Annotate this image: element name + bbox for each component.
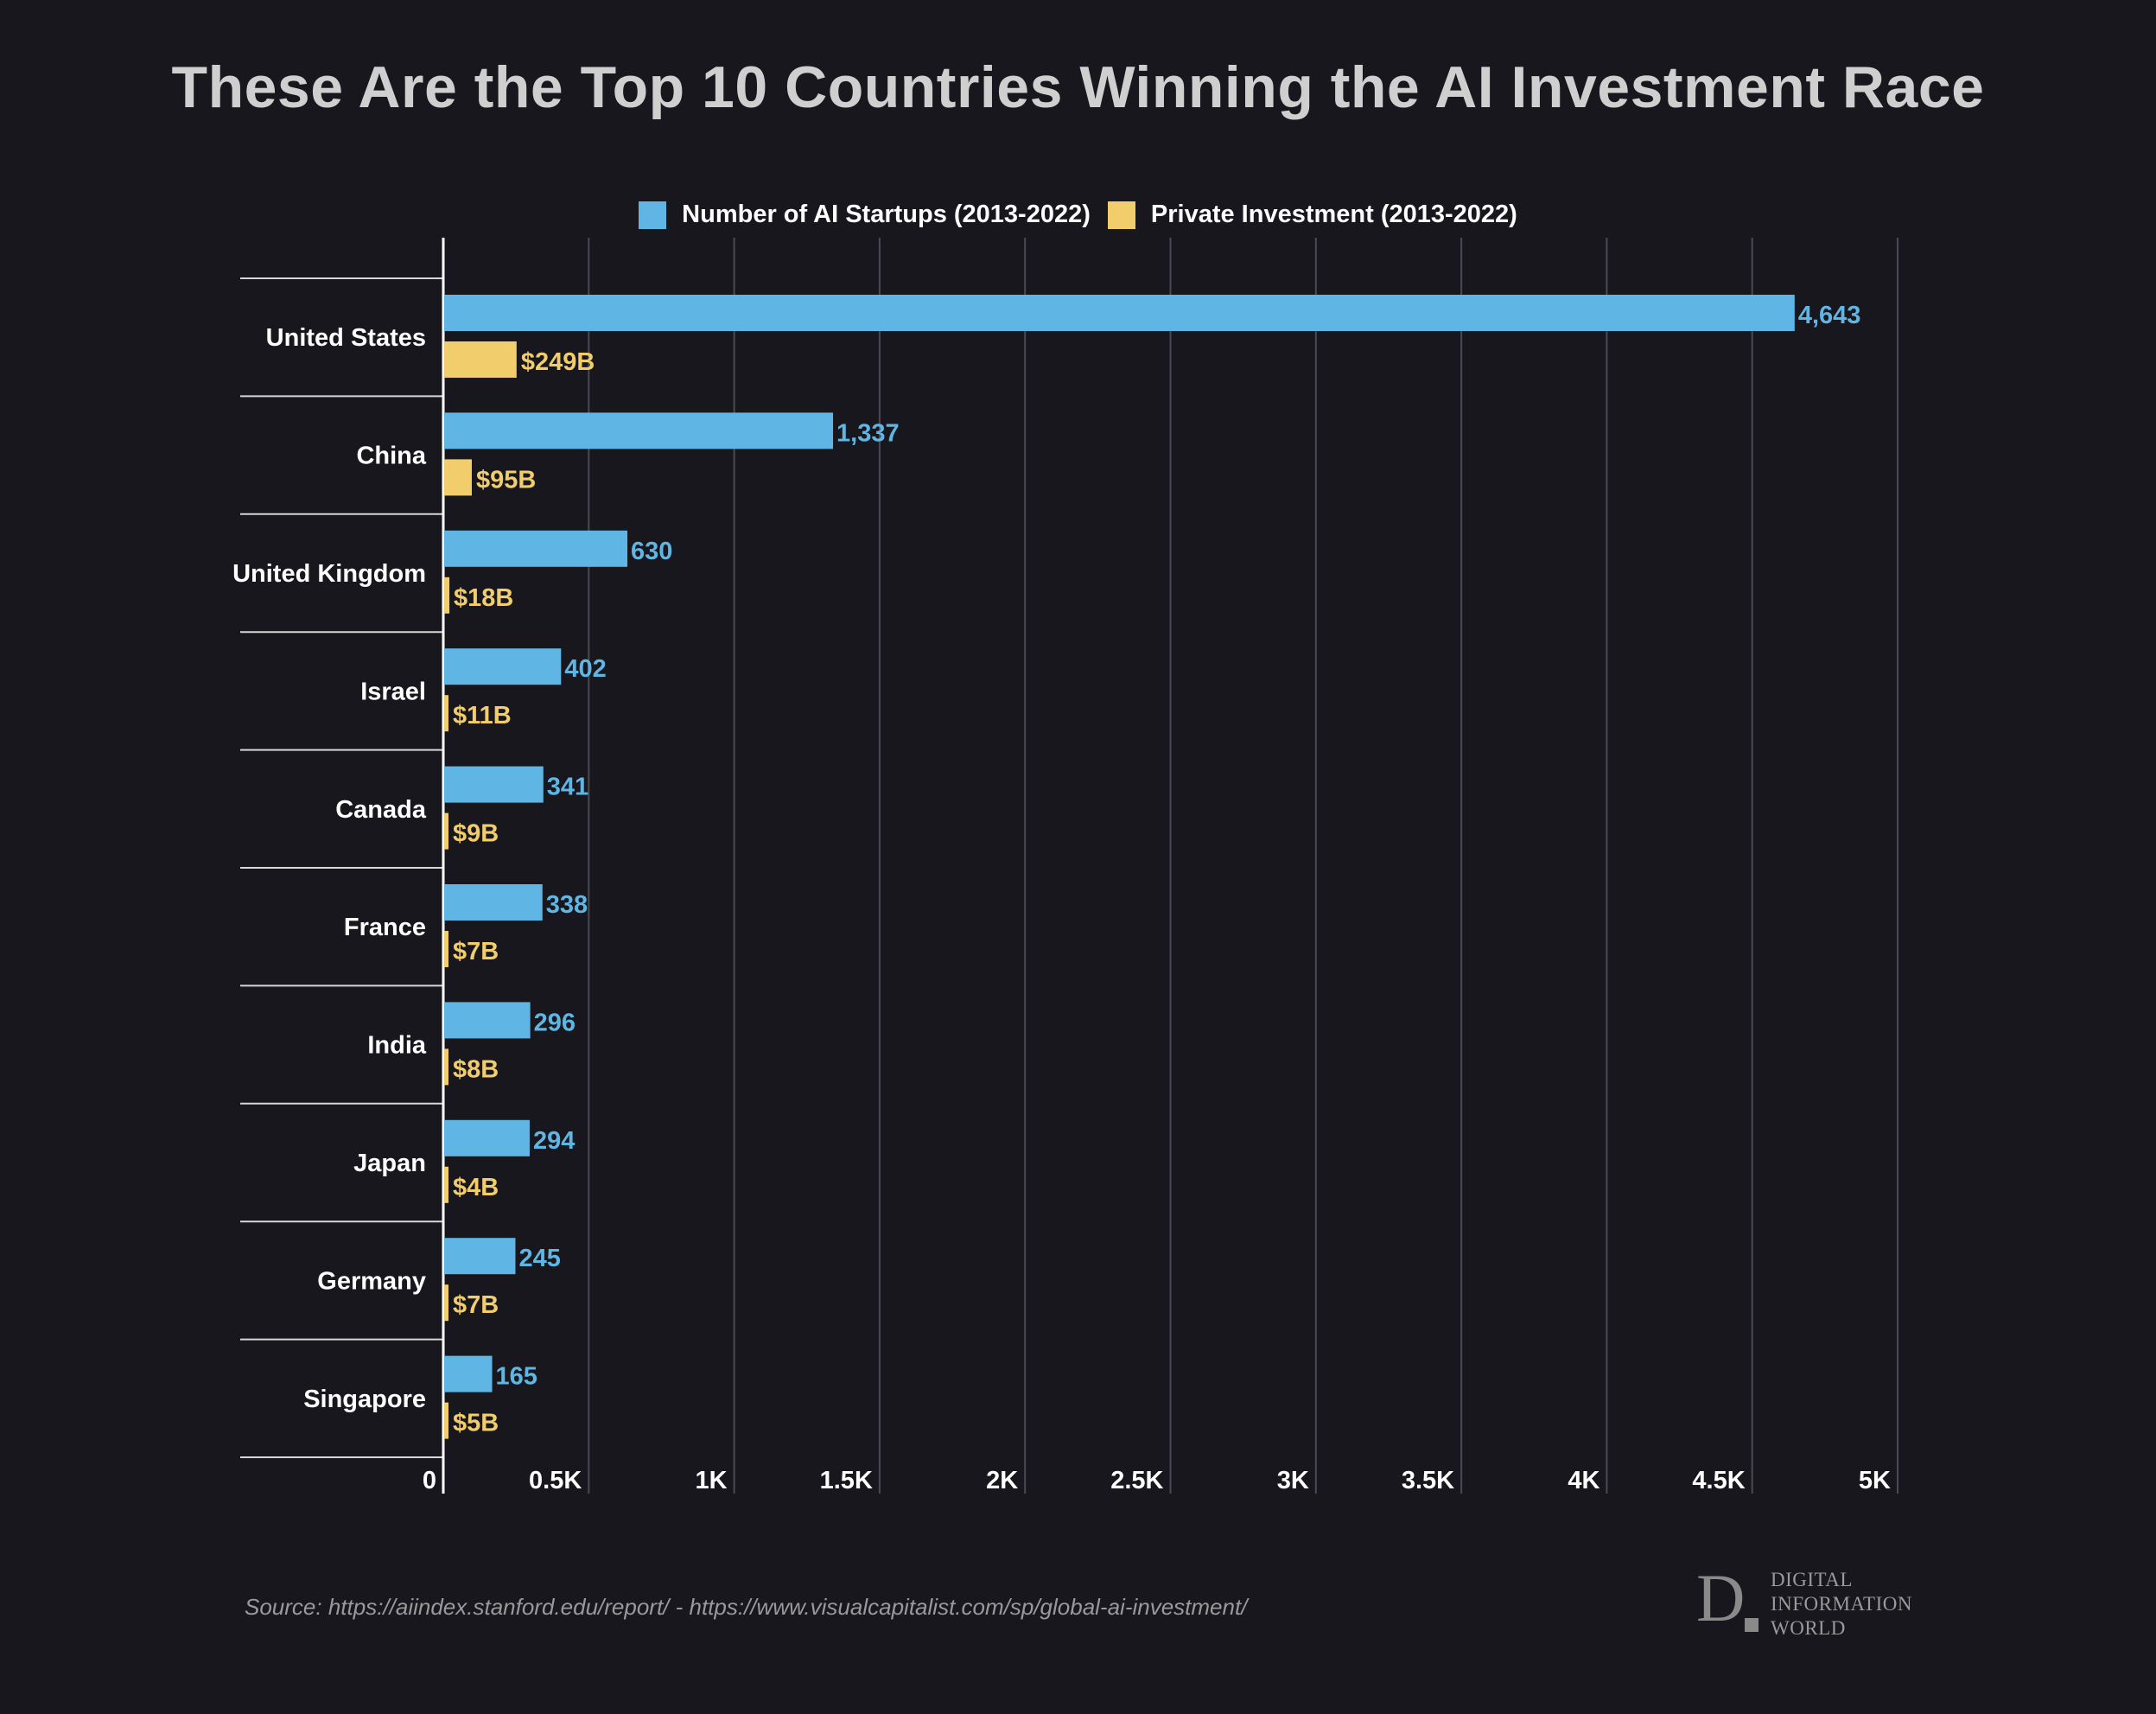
data-label-startups: 1,337 [836, 419, 900, 447]
bar-investment [444, 459, 472, 496]
bar-investment [444, 695, 448, 732]
legend-item-investment: Private Investment (2013-2022) [1107, 201, 1517, 229]
bar-investment [444, 931, 448, 967]
bar-startups [444, 884, 543, 921]
category-label: United States [266, 324, 426, 352]
x-tick-label: 3.5K [1402, 1467, 1454, 1494]
bar-investment [444, 1048, 448, 1086]
logo-square-icon [1745, 1618, 1759, 1632]
bar-investment [444, 341, 517, 378]
category-label: Japan [353, 1150, 426, 1177]
data-label-startups: 294 [533, 1127, 575, 1155]
x-tick-label: 0.5K [529, 1467, 582, 1494]
source-note: Source: https://aiindex.stanford.edu/rep… [245, 1594, 1248, 1620]
bar-startups [444, 1002, 531, 1039]
bar-startups [444, 295, 1795, 331]
category-label: France [344, 914, 426, 941]
x-tick-label: 4.5K [1692, 1467, 1745, 1494]
data-label-investment: $5B [453, 1410, 499, 1437]
data-label-startups: 165 [496, 1363, 537, 1391]
legend-label-startups: Number of AI Startups (2013-2022) [682, 201, 1091, 228]
chart-title: These Are the Top 10 Countries Winning t… [171, 54, 1985, 120]
legend-swatch-investment [1107, 201, 1135, 229]
logo-mark: D [1696, 1560, 1746, 1635]
data-label-investment: $249B [521, 348, 595, 376]
bar-investment [444, 1402, 448, 1439]
legend-item-startups: Number of AI Startups (2013-2022) [639, 201, 1091, 229]
data-label-investment: $18B [454, 584, 513, 612]
x-tick-label: 5K [1859, 1467, 1891, 1494]
x-tick-label: 2K [986, 1467, 1018, 1494]
data-label-investment: $9B [453, 820, 499, 848]
x-tick-label: 1.5K [820, 1467, 873, 1494]
data-label-investment: $4B [453, 1174, 499, 1201]
category-label: United Kingdom [232, 560, 426, 588]
bar-investment [444, 812, 448, 850]
bar-startups [444, 412, 834, 449]
bar-investment [444, 577, 450, 614]
data-label-startups: 296 [534, 1009, 576, 1036]
category-label: Canada [335, 796, 427, 824]
data-label-startups: 630 [631, 538, 672, 565]
x-tick-label: 2.5K [1110, 1467, 1163, 1494]
category-label: India [367, 1032, 427, 1060]
x-tick-label: 4K [1568, 1467, 1600, 1494]
bar-startups [444, 530, 628, 567]
legend: Number of AI Startups (2013-2022) Privat… [0, 201, 2156, 229]
data-label-investment: $95B [476, 466, 536, 494]
x-tick-label: 3K [1277, 1467, 1309, 1494]
category-label: Singapore [303, 1386, 426, 1413]
data-label-investment: $8B [453, 1055, 499, 1083]
data-label-investment: $11B [453, 702, 512, 730]
logo-line: WORLD [1771, 1617, 1846, 1639]
data-label-investment: $7B [453, 1291, 499, 1319]
bar-startups [444, 648, 562, 685]
data-label-startups: 402 [564, 655, 606, 683]
x-tick-label: 0 [423, 1467, 436, 1494]
data-label-startups: 4,643 [1798, 302, 1861, 329]
legend-swatch-startups [639, 201, 667, 229]
data-label-startups: 341 [547, 774, 588, 801]
category-label: Israel [360, 678, 426, 705]
bar-investment [444, 1166, 448, 1203]
legend-label-investment: Private Investment (2013-2022) [1150, 201, 1517, 228]
brand-logo: D DIGITAL INFORMATION WORLD [1696, 1560, 1921, 1642]
data-label-investment: $7B [453, 938, 499, 965]
logo-text: DIGITAL INFORMATION WORLD [1771, 1568, 1912, 1641]
category-label: China [356, 443, 426, 470]
data-label-startups: 245 [518, 1245, 560, 1272]
x-tick-label: 1K [696, 1467, 728, 1494]
bar-startups [444, 766, 544, 803]
bar-startups [444, 1119, 530, 1156]
logo-line: DIGITAL [1771, 1569, 1853, 1590]
category-label: Germany [317, 1267, 426, 1295]
bar-investment [444, 1284, 448, 1322]
bar-startups [444, 1355, 493, 1392]
bar-startups [444, 1238, 516, 1275]
data-label-startups: 338 [546, 891, 588, 919]
logo-line: INFORMATION [1771, 1593, 1912, 1615]
